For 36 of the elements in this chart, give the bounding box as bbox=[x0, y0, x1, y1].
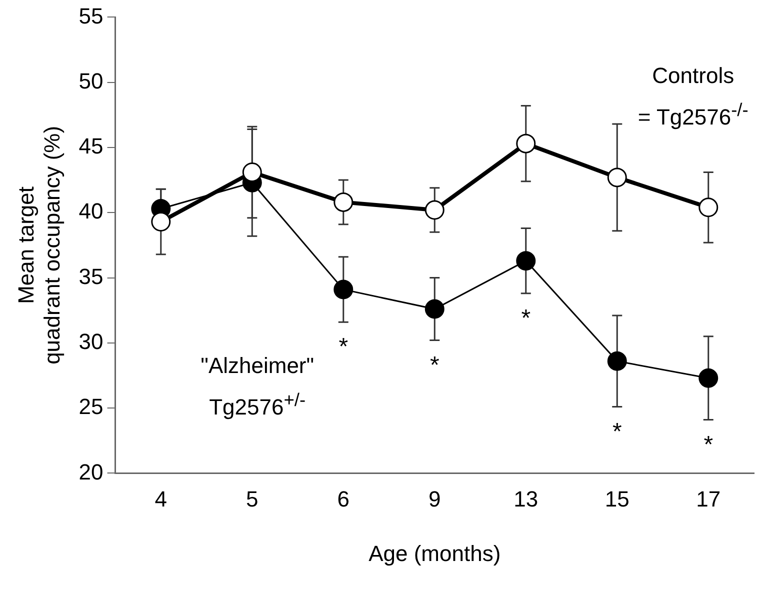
series-label: Controls = Tg2576$^{-/-}$ bbox=[638, 62, 748, 132]
y-tick-label: 45 bbox=[78, 134, 104, 159]
x-tick-label: 9 bbox=[428, 486, 441, 512]
y-tick-label: 55 bbox=[78, 3, 104, 28]
point bbox=[424, 299, 444, 319]
x-tick-label: 15 bbox=[604, 486, 630, 512]
annotation: * bbox=[338, 334, 348, 361]
text: "Alzheimer" Tg2576$^{+/-}$ bbox=[200, 352, 314, 422]
x-tick-label: 6 bbox=[337, 486, 350, 512]
y-tick-label: 50 bbox=[78, 68, 104, 94]
point bbox=[698, 198, 718, 218]
point bbox=[516, 251, 536, 271]
annotation: * bbox=[521, 305, 531, 332]
point bbox=[334, 192, 354, 212]
x-tick-label: 17 bbox=[696, 486, 721, 512]
annotation: * bbox=[430, 352, 440, 379]
y-axis-title: Mean target quadrant occupancy (%) bbox=[13, 126, 65, 364]
x-tick-label: 5 bbox=[246, 486, 258, 512]
annotation: * bbox=[704, 431, 714, 458]
y-tick-label: 25 bbox=[78, 394, 104, 420]
y-tick-label: 35 bbox=[78, 264, 104, 289]
x-axis-title: Age (months) bbox=[368, 540, 501, 566]
y-tick-label: 20 bbox=[78, 459, 104, 484]
x-tick-label: 13 bbox=[514, 486, 538, 512]
point bbox=[334, 280, 354, 300]
point bbox=[424, 200, 444, 220]
point bbox=[151, 212, 171, 232]
point bbox=[607, 168, 627, 188]
x-tick-label: 4 bbox=[154, 486, 168, 512]
point bbox=[516, 134, 536, 154]
y-tick-label: 40 bbox=[78, 198, 104, 224]
annotation: * bbox=[612, 418, 622, 446]
y-tick-label: 30 bbox=[78, 328, 104, 354]
point bbox=[242, 162, 262, 182]
point bbox=[698, 368, 718, 388]
point bbox=[607, 351, 627, 371]
